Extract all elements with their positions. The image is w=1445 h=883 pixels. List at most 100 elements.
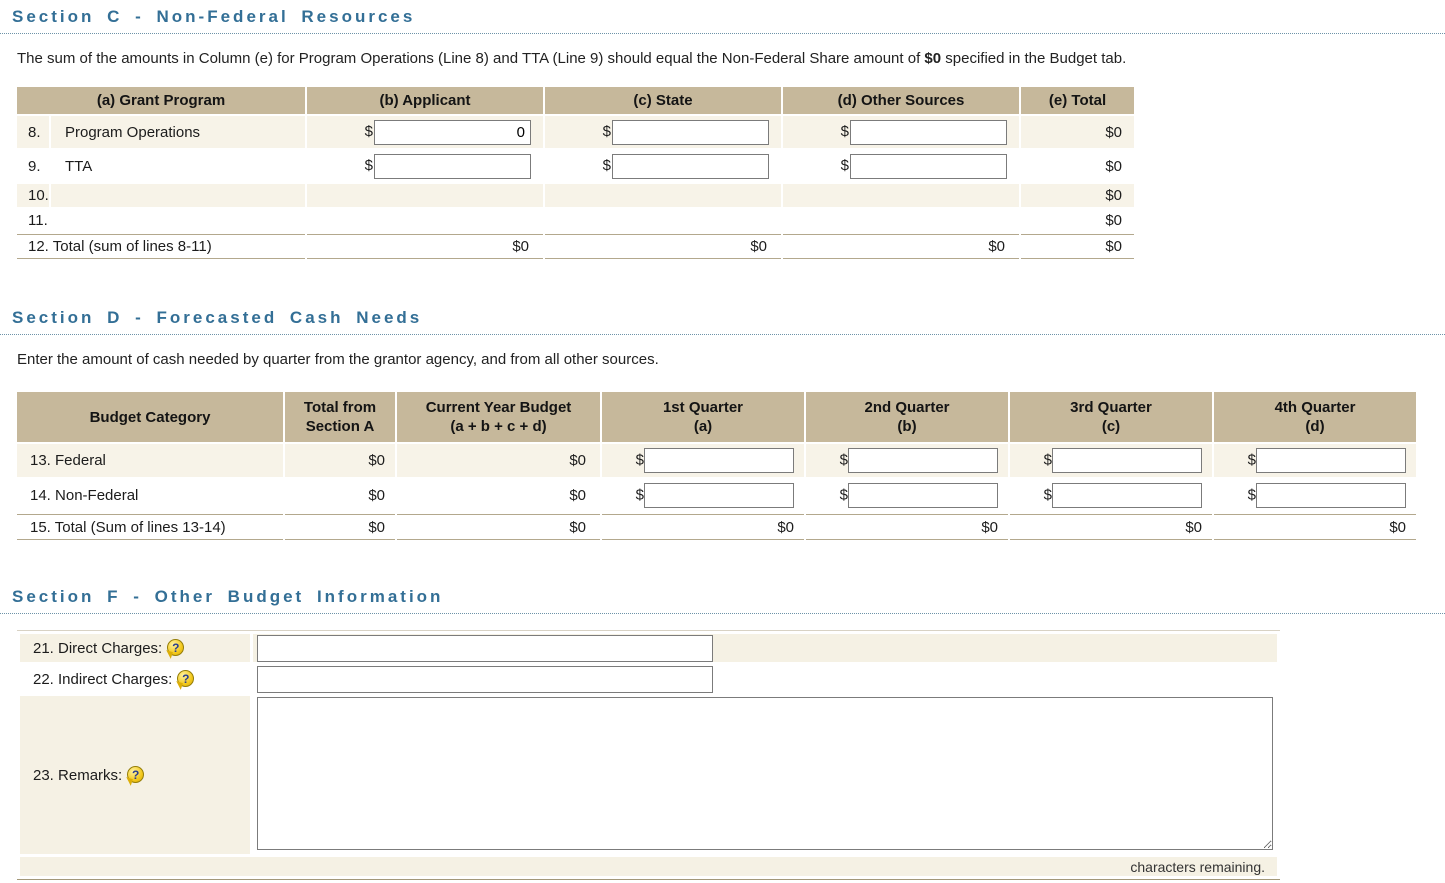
col-header-q1: 1st Quarter (a) xyxy=(602,392,804,442)
dollar-sign: $ xyxy=(839,486,848,504)
state-cell: $ xyxy=(545,116,782,148)
total-row-label: 15. Total (Sum of lines 13-14) xyxy=(17,514,283,540)
table-row-line11: 11. $0 xyxy=(17,209,1135,232)
non-federal-q3-input[interactable] xyxy=(1052,483,1202,508)
line9-other-sources-input[interactable] xyxy=(850,153,1008,179)
federal-q1-input[interactable] xyxy=(644,448,794,473)
col-header-total: (e) Total xyxy=(1021,87,1135,114)
section-d-title: Section D - Forecasted Cash Needs xyxy=(12,308,423,327)
dollar-sign: $ xyxy=(602,122,612,140)
q1-cell: $ xyxy=(602,479,804,512)
col-header-grant-program: (a) Grant Program xyxy=(17,87,306,114)
col-header-applicant: (b) Applicant xyxy=(307,87,544,114)
section-d-description: Enter the amount of cash needed by quart… xyxy=(17,351,659,368)
indirect-charges-input-cell xyxy=(253,665,1277,693)
non-federal-q2-input[interactable] xyxy=(848,483,998,508)
line9-total-value: $0 xyxy=(1021,150,1135,182)
line9-applicant-input[interactable] xyxy=(374,153,532,179)
dollar-sign: $ xyxy=(840,156,850,174)
dollar-sign: $ xyxy=(839,451,848,469)
remarks-help-icon[interactable]: ? xyxy=(127,766,145,783)
line12-grand-total: $0 xyxy=(1021,234,1135,259)
line8-other-sources-input[interactable] xyxy=(850,119,1008,145)
applicant-cell: $ xyxy=(307,116,544,148)
line8-applicant-input[interactable] xyxy=(374,119,532,145)
budget-category-label: 13. Federal xyxy=(17,444,283,477)
indirect-charges-input[interactable] xyxy=(257,665,713,693)
non-federal-resources-table: (a) Grant Program (b) Applicant (c) Stat… xyxy=(15,85,1136,261)
federal-q4-input[interactable] xyxy=(1256,448,1406,473)
dollar-sign: $ xyxy=(1043,451,1052,469)
section-d-heading: Section D - Forecasted Cash Needs xyxy=(0,301,1445,335)
line-number: 8. xyxy=(17,116,49,148)
dollar-sign: $ xyxy=(635,486,644,504)
q4-cell: $ xyxy=(1214,479,1416,512)
table-header-row: Budget Category Total from Section A Curr… xyxy=(17,392,1416,442)
line-number: 11. xyxy=(17,209,49,232)
other-sources-cell: $ xyxy=(783,150,1020,182)
q3-cell: $ xyxy=(1010,444,1212,477)
indirect-charges-row: 22. Indirect Charges:? xyxy=(20,665,1277,693)
q2-cell: $ xyxy=(806,479,1008,512)
line15-q2-total: $0 xyxy=(806,514,1008,540)
line9-state-input[interactable] xyxy=(612,153,770,179)
header-line: (a + b + c + d) xyxy=(450,418,547,435)
header-line: Total from xyxy=(303,399,377,416)
col-header-q3: 3rd Quarter (c) xyxy=(1010,392,1212,442)
header-line: (b) xyxy=(897,418,917,435)
federal-q2-input[interactable] xyxy=(848,448,998,473)
non-federal-q4-input[interactable] xyxy=(1256,483,1406,508)
line-number: 9. xyxy=(17,150,49,182)
col-header-budget-category: Budget Category xyxy=(17,392,283,442)
col-header-q4: 4th Quarter (d) xyxy=(1214,392,1416,442)
grant-program-label xyxy=(51,184,306,207)
dollar-sign: $ xyxy=(364,156,374,174)
federal-q3-input[interactable] xyxy=(1052,448,1202,473)
remarks-label-cell: 23. Remarks:? xyxy=(20,696,250,854)
remarks-textarea-cell xyxy=(253,696,1277,854)
direct-charges-input[interactable] xyxy=(257,634,713,662)
col-header-q2: 2nd Quarter (b) xyxy=(806,392,1008,442)
budget-category-label: 14. Non-Federal xyxy=(17,479,283,512)
q2-cell: $ xyxy=(806,444,1008,477)
direct-charges-help-icon[interactable]: ? xyxy=(167,639,185,656)
other-budget-information-block: 21. Direct Charges:? 22. Indirect Charge… xyxy=(17,630,1280,880)
non-federal-q1-input[interactable] xyxy=(644,483,794,508)
line8-total-value: $0 xyxy=(1021,116,1135,148)
indirect-charges-help-icon[interactable]: ? xyxy=(177,670,195,687)
col-header-other-sources: (d) Other Sources xyxy=(783,87,1020,114)
other-sources-cell: $ xyxy=(783,116,1020,148)
grant-program-label xyxy=(51,209,306,232)
dollar-sign: $ xyxy=(602,156,612,174)
remarks-textarea[interactable] xyxy=(257,697,1273,850)
dollar-sign: $ xyxy=(364,122,374,140)
header-line: Section A xyxy=(305,418,375,435)
direct-charges-input-cell xyxy=(253,634,1277,662)
non-federal-share-amount: $0 xyxy=(924,50,942,67)
line15-current-year-total: $0 xyxy=(397,514,600,540)
direct-charges-row: 21. Direct Charges:? xyxy=(20,634,1277,662)
line13-section-a-total: $0 xyxy=(285,444,395,477)
table-row-line9: 9. TTA $ $ $ $0 xyxy=(17,150,1135,182)
state-cell xyxy=(545,184,782,207)
section-f-title: Section F - Other Budget Information xyxy=(12,587,444,606)
line15-section-a-total: $0 xyxy=(285,514,395,540)
dollar-sign: $ xyxy=(1247,486,1256,504)
forecasted-cash-needs-table: Budget Category Total from Section A Curr… xyxy=(15,390,1418,542)
line14-section-a-total: $0 xyxy=(285,479,395,512)
table-header-row: (a) Grant Program (b) Applicant (c) Stat… xyxy=(17,87,1135,114)
header-line: Budget Category xyxy=(89,408,211,426)
line15-q4-total: $0 xyxy=(1214,514,1416,540)
header-line: 3rd Quarter xyxy=(1070,399,1152,416)
line13-current-year-total: $0 xyxy=(397,444,600,477)
header-line: 1st Quarter xyxy=(662,399,744,416)
state-cell: $ xyxy=(545,150,782,182)
line14-current-year-total: $0 xyxy=(397,479,600,512)
total-row-label: 12. Total (sum of lines 8-11) xyxy=(17,234,306,259)
line8-state-input[interactable] xyxy=(612,119,770,145)
header-line: 4th Quarter xyxy=(1274,399,1356,416)
header-line: (a) xyxy=(693,418,713,435)
dollar-sign: $ xyxy=(635,451,644,469)
remarks-row: 23. Remarks:? xyxy=(20,696,1277,854)
